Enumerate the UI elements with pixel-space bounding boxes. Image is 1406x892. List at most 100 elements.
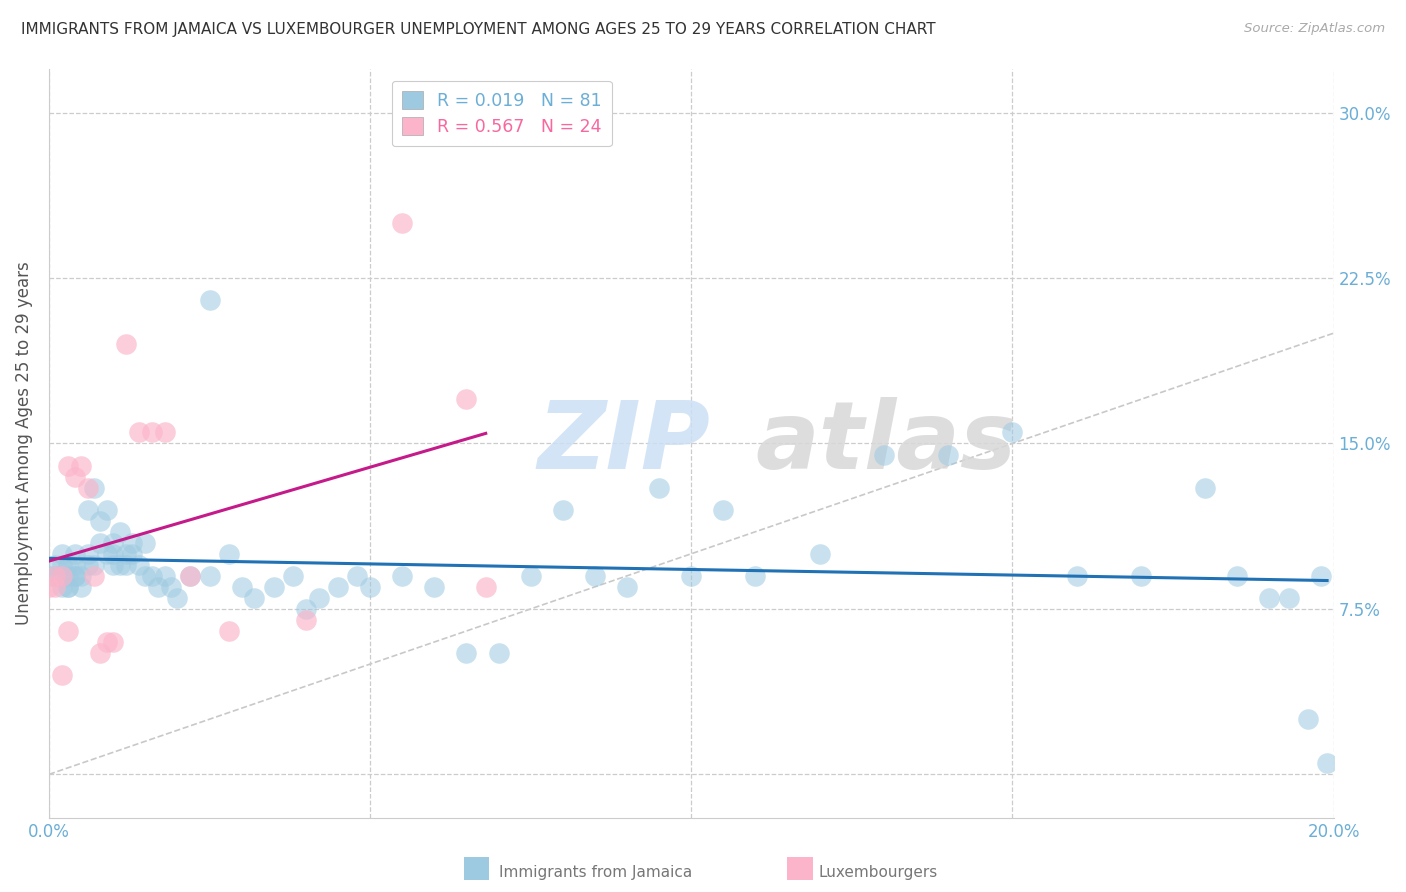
Point xyxy=(51,569,73,583)
Point xyxy=(44,569,66,583)
Point xyxy=(44,558,66,572)
Point xyxy=(58,580,80,594)
Point xyxy=(295,602,318,616)
Point xyxy=(76,481,98,495)
Point xyxy=(89,646,111,660)
Point xyxy=(108,558,131,572)
Point xyxy=(89,514,111,528)
Point xyxy=(115,558,138,572)
Point xyxy=(179,569,201,583)
Point xyxy=(1258,591,1281,605)
Point xyxy=(179,569,201,583)
Point xyxy=(63,469,86,483)
Point xyxy=(1309,569,1331,583)
Point xyxy=(456,646,478,660)
Point xyxy=(76,547,98,561)
Point xyxy=(58,580,80,594)
Point xyxy=(153,425,176,440)
Point xyxy=(121,547,143,561)
Point xyxy=(295,613,318,627)
Point xyxy=(63,558,86,572)
Point xyxy=(58,458,80,473)
Point xyxy=(263,580,285,594)
Point xyxy=(808,547,831,561)
Point xyxy=(83,569,105,583)
Point xyxy=(873,448,896,462)
Point xyxy=(474,580,496,594)
Point xyxy=(70,580,93,594)
Point xyxy=(103,558,125,572)
Point xyxy=(103,635,125,649)
Text: atlas: atlas xyxy=(755,398,1017,490)
Point xyxy=(121,535,143,549)
Point xyxy=(103,547,125,561)
Point xyxy=(108,524,131,539)
Point xyxy=(76,502,98,516)
Point xyxy=(243,591,266,605)
Point xyxy=(1001,425,1024,440)
Point xyxy=(63,547,86,561)
Point xyxy=(51,547,73,561)
Point xyxy=(936,448,959,462)
Legend: R = 0.019   N = 81, R = 0.567   N = 24: R = 0.019 N = 81, R = 0.567 N = 24 xyxy=(392,81,612,146)
Point xyxy=(51,580,73,594)
Point xyxy=(519,569,541,583)
Point xyxy=(1194,481,1216,495)
Point xyxy=(128,558,150,572)
Point xyxy=(198,293,221,307)
Point xyxy=(44,569,66,583)
Text: Luxembourgers: Luxembourgers xyxy=(818,865,938,880)
Point xyxy=(76,558,98,572)
Point xyxy=(134,569,156,583)
Point xyxy=(391,216,413,230)
Point xyxy=(456,392,478,407)
Point xyxy=(551,502,574,516)
Point xyxy=(1226,569,1249,583)
Point xyxy=(63,569,86,583)
Point xyxy=(1129,569,1152,583)
Point xyxy=(346,569,368,583)
Point xyxy=(648,481,671,495)
Point xyxy=(58,624,80,638)
Text: Immigrants from Jamaica: Immigrants from Jamaica xyxy=(499,865,692,880)
Text: IMMIGRANTS FROM JAMAICA VS LUXEMBOURGER UNEMPLOYMENT AMONG AGES 25 TO 29 YEARS C: IMMIGRANTS FROM JAMAICA VS LUXEMBOURGER … xyxy=(21,22,936,37)
Point xyxy=(128,425,150,440)
Point xyxy=(711,502,734,516)
Point xyxy=(96,547,118,561)
Point xyxy=(83,558,105,572)
Point xyxy=(281,569,304,583)
Point xyxy=(166,591,188,605)
Point xyxy=(153,569,176,583)
Point xyxy=(103,535,125,549)
Point xyxy=(44,580,66,594)
Point xyxy=(1316,756,1339,771)
Point xyxy=(70,569,93,583)
Point xyxy=(38,569,60,583)
Point xyxy=(141,425,163,440)
Point xyxy=(51,569,73,583)
Point xyxy=(38,580,60,594)
Point xyxy=(583,569,606,583)
Point xyxy=(115,547,138,561)
Point xyxy=(488,646,510,660)
Point xyxy=(391,569,413,583)
Point xyxy=(616,580,638,594)
Text: Source: ZipAtlas.com: Source: ZipAtlas.com xyxy=(1244,22,1385,36)
Text: ZIP: ZIP xyxy=(537,398,710,490)
Point xyxy=(359,580,381,594)
Y-axis label: Unemployment Among Ages 25 to 29 years: Unemployment Among Ages 25 to 29 years xyxy=(15,261,32,625)
Point xyxy=(96,502,118,516)
Point xyxy=(423,580,446,594)
Point xyxy=(83,481,105,495)
Point xyxy=(70,458,93,473)
Point xyxy=(1277,591,1299,605)
Point xyxy=(160,580,183,594)
Point xyxy=(141,569,163,583)
Point xyxy=(198,569,221,583)
Point xyxy=(96,635,118,649)
Point xyxy=(218,547,240,561)
Point xyxy=(326,580,349,594)
Point xyxy=(146,580,169,594)
Point xyxy=(134,535,156,549)
Point xyxy=(58,558,80,572)
